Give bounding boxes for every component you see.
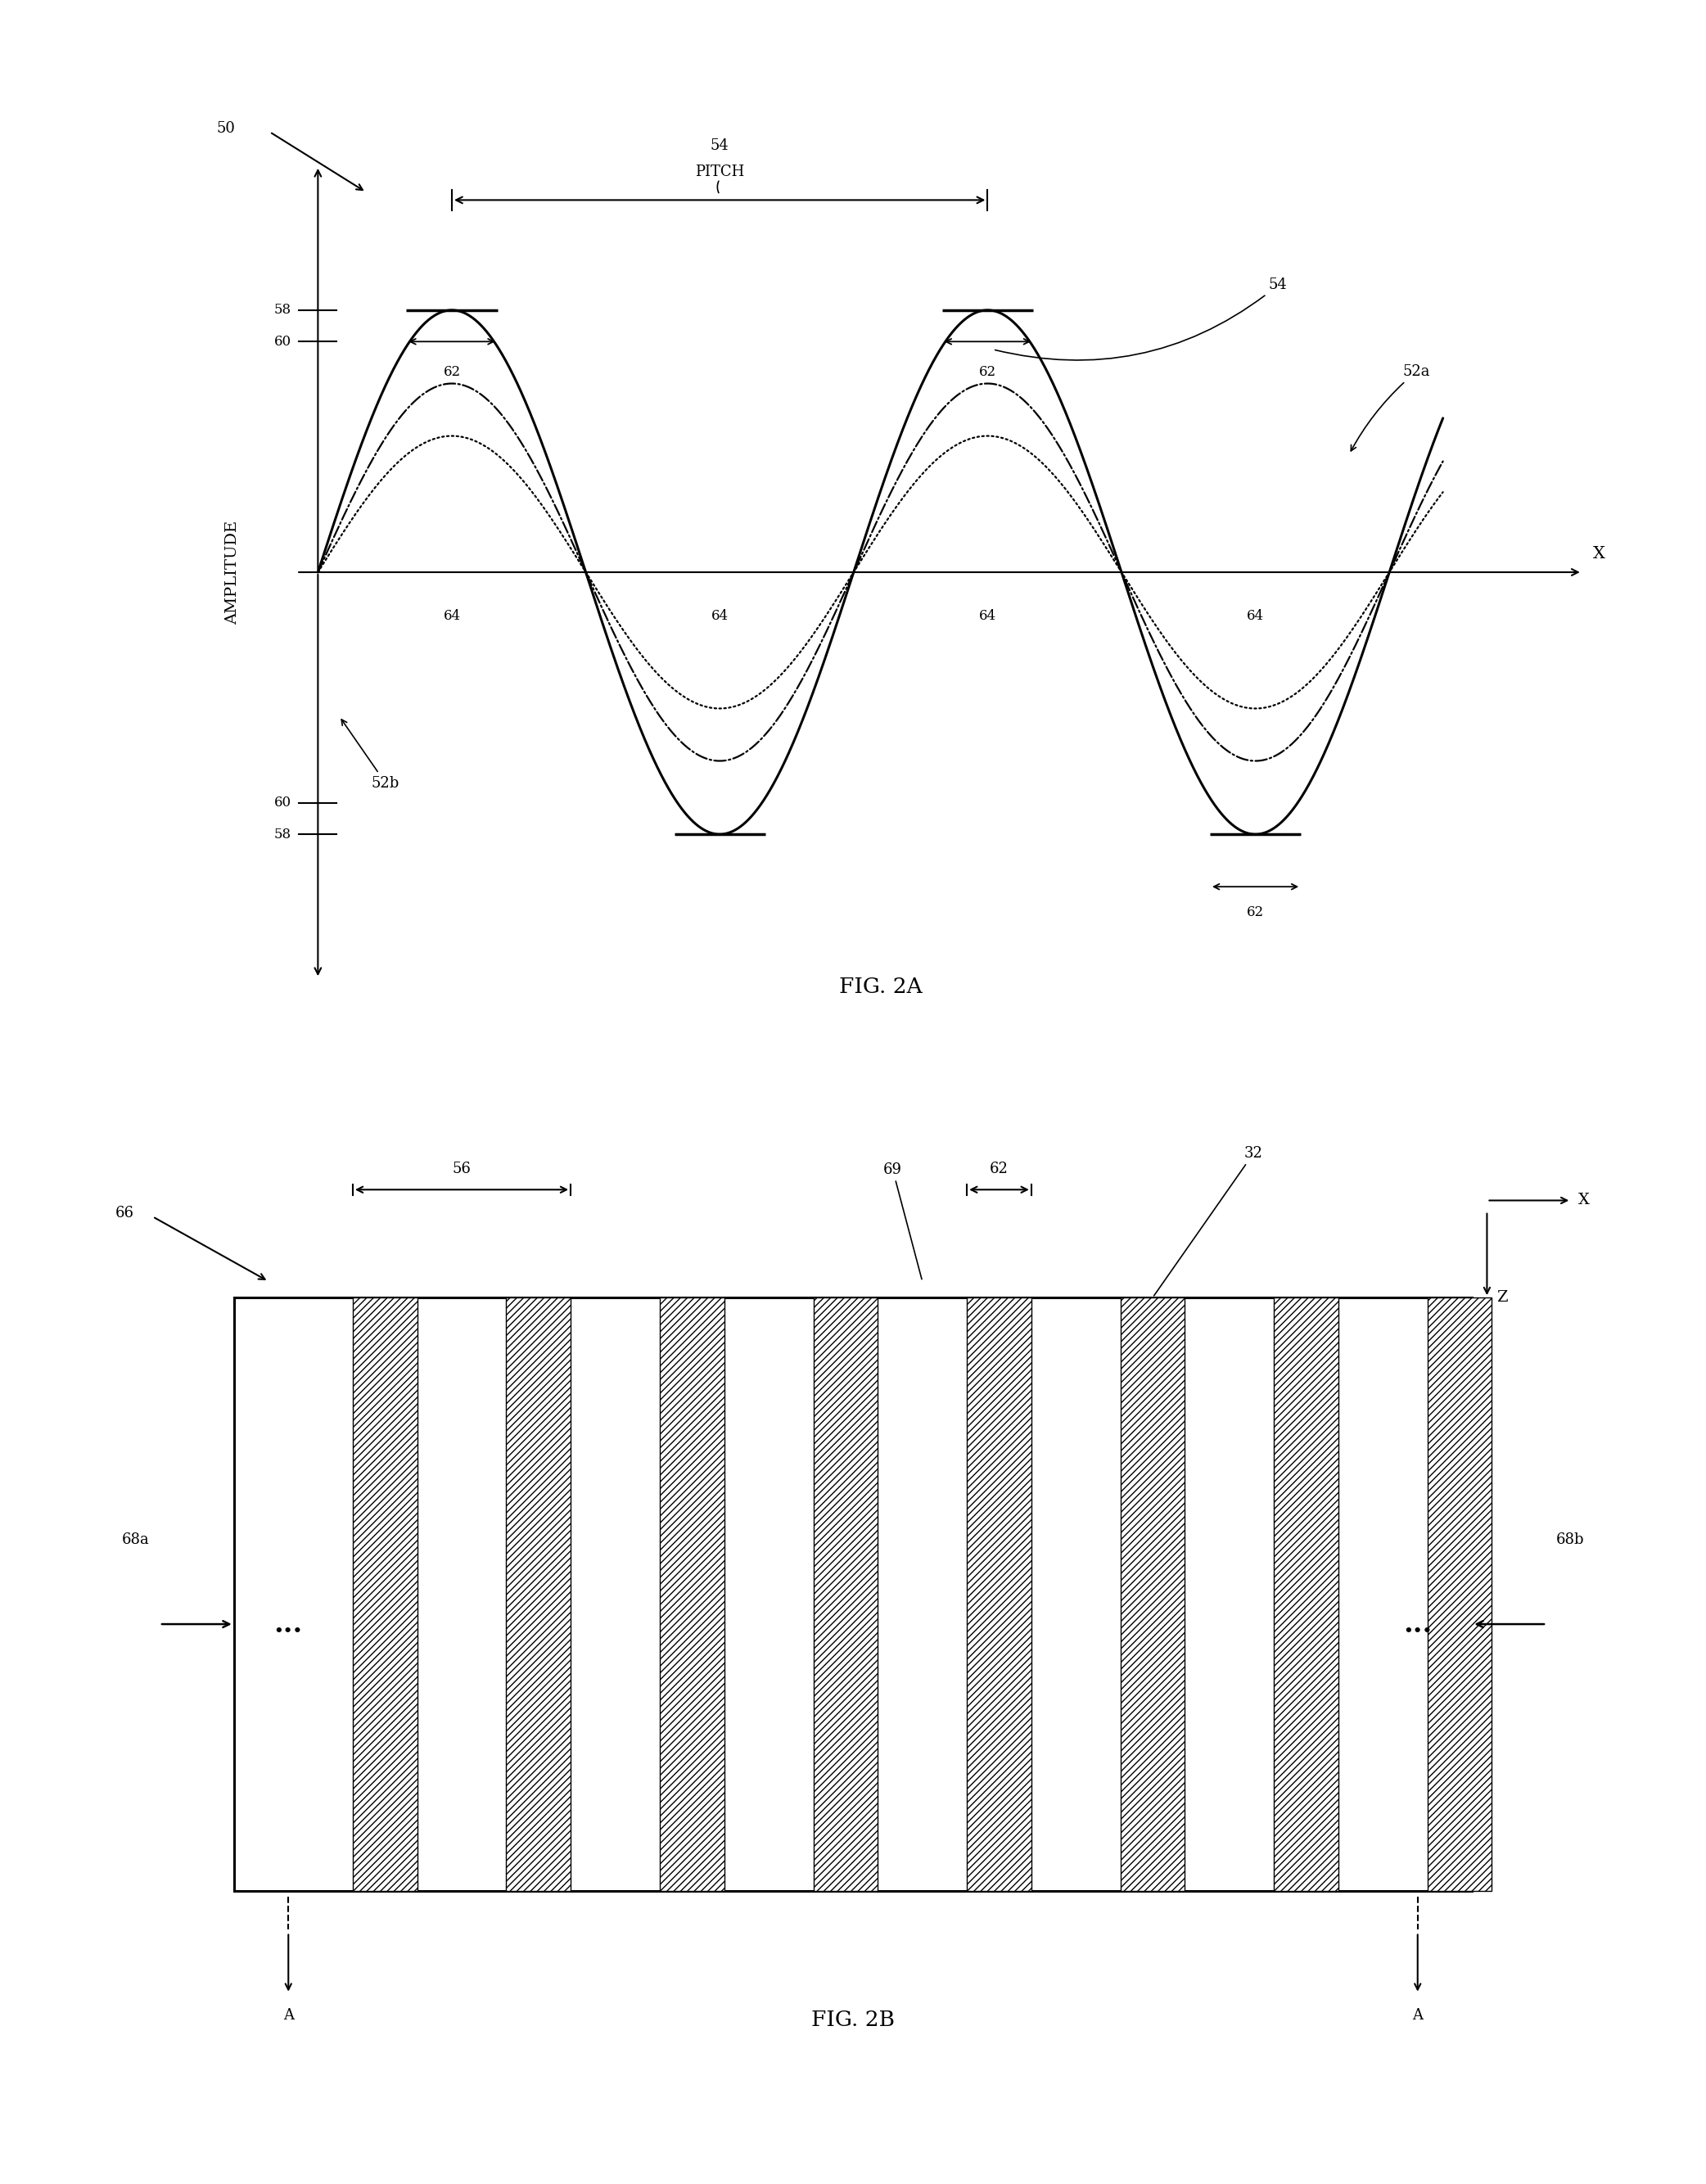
Text: 58: 58 [275,304,292,317]
Text: 58: 58 [275,828,292,841]
Text: 68a: 68a [123,1533,150,1546]
Text: 64: 64 [1247,609,1264,622]
Bar [1121,1297,1186,1891]
Bar [660,1297,725,1891]
Bar [507,1297,572,1891]
Text: 32: 32 [1153,1147,1262,1295]
Text: FIG. 2B: FIG. 2B [812,2009,894,2031]
Text: A: A [1413,2007,1423,2022]
Text: ...: ... [1404,1610,1431,1638]
Bar [1274,1297,1339,1891]
Text: 66: 66 [114,1206,133,1221]
Bar [353,1297,418,1891]
Text: 62: 62 [989,1162,1008,1177]
Text: 64: 64 [711,609,728,622]
Text: 54: 54 [995,277,1288,360]
Text: 60: 60 [275,334,292,349]
Text: FIG. 2A: FIG. 2A [839,976,921,996]
Text: 56: 56 [452,1162,471,1177]
Text: X: X [1593,546,1605,561]
Text: AMPLITUDE: AMPLITUDE [225,520,239,625]
Text: 62: 62 [1247,904,1264,919]
Text: 62: 62 [444,365,461,380]
Text: PITCH: PITCH [694,164,744,179]
Text: ...: ... [275,1610,302,1638]
Bar [234,1297,1472,1891]
Text: 54: 54 [710,138,728,153]
Text: 60: 60 [275,795,292,810]
Text: 68b: 68b [1556,1533,1585,1546]
Bar [814,1297,879,1891]
Bar [1428,1297,1493,1891]
Text: 52b: 52b [341,719,399,791]
Text: Z: Z [1496,1291,1508,1306]
Text: 64: 64 [444,609,461,622]
Text: 50: 50 [217,122,235,135]
Bar [967,1297,1032,1891]
Text: 62: 62 [979,365,996,380]
Text: 64: 64 [979,609,996,622]
Text: 52a: 52a [1351,365,1430,450]
Text: X: X [1578,1192,1590,1208]
Text: A: A [283,2007,293,2022]
Text: 69: 69 [884,1162,921,1280]
